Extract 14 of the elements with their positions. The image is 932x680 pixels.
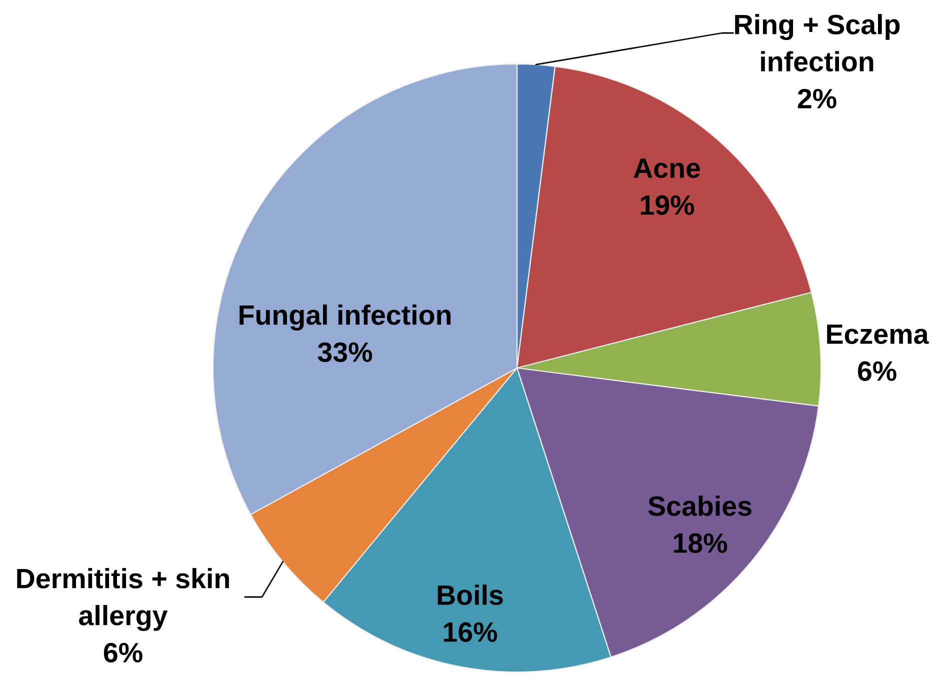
slice-label: Boils [438, 584, 503, 605]
slice-label: Acne [634, 158, 700, 178]
data-label: 16% [444, 622, 498, 642]
slice-label: Scabies [648, 496, 752, 516]
slice-label: Dermititis + skin allergy [17, 568, 229, 632]
slice-label: Ring + Scalp infection [735, 14, 900, 72]
data-label: 6% [858, 361, 896, 381]
data-label: 19% [640, 195, 694, 215]
slice-label: Fungal infection [240, 304, 451, 331]
data-label: 2% [798, 88, 836, 108]
data-label: 6% [104, 642, 142, 662]
slice-label: Eczema [827, 324, 929, 344]
data-label: 18% [674, 533, 728, 553]
data-label: 33% [318, 342, 372, 362]
